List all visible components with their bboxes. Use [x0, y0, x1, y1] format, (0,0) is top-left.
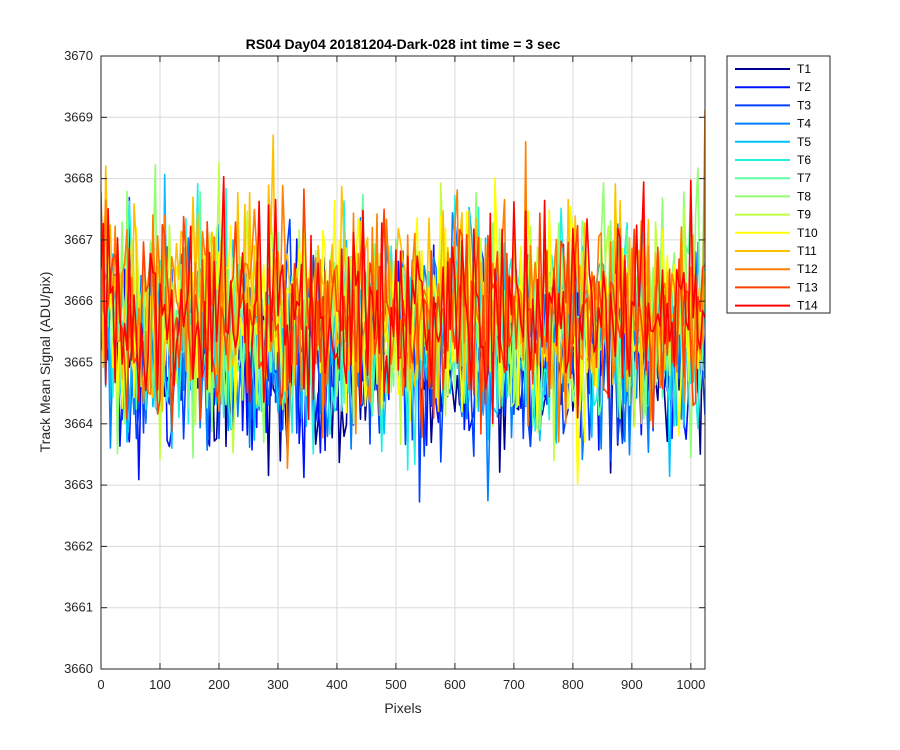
x-tick-label: 1000: [676, 677, 705, 692]
y-tick-label: 3666: [64, 293, 93, 308]
y-tick-label: 3667: [64, 232, 93, 247]
legend-label: T2: [797, 80, 811, 94]
chart-title: RS04 Day04 20181204-Dark-028 int time = …: [246, 36, 561, 52]
legend-item-t7: T7: [735, 171, 811, 185]
legend-item-t11: T11: [735, 244, 817, 258]
y-tick-label: 3663: [64, 477, 93, 492]
legend-label: T11: [797, 244, 817, 258]
legend-label: T13: [797, 280, 818, 294]
legend-label: T7: [797, 171, 811, 185]
legend-label: T4: [797, 117, 811, 131]
x-axis-label: Pixels: [384, 700, 421, 716]
x-tick-label: 100: [149, 677, 171, 692]
legend-label: T9: [797, 208, 811, 222]
x-tick-label: 200: [208, 677, 230, 692]
y-tick-label: 3669: [64, 109, 93, 124]
x-tick-label: 500: [385, 677, 407, 692]
axis-ticks: 0 100 200 300 400 500 600 700 800 900 1000 3660 3661…: [64, 48, 705, 692]
y-axis-label: Track Mean Signal (ADU/pix): [37, 272, 53, 453]
legend-item-t13: T13: [735, 280, 818, 294]
legend-item-t1: T1: [735, 62, 811, 76]
x-tick-label: 700: [503, 677, 525, 692]
legend-item-t6: T6: [735, 153, 811, 167]
legend-label: T14: [797, 299, 818, 313]
legend-item-t10: T10: [735, 226, 818, 240]
x-tick-label: 600: [444, 677, 466, 692]
y-tick-label: 3664: [64, 416, 93, 431]
y-tick-label: 3668: [64, 171, 93, 186]
legend-label: T3: [797, 98, 811, 112]
y-tick-label: 3662: [64, 538, 93, 553]
legend-item-t3: T3: [735, 98, 811, 112]
legend-item-t9: T9: [735, 208, 811, 222]
legend-item-t5: T5: [735, 135, 811, 149]
y-tick-label: 3665: [64, 355, 93, 370]
y-tick-label: 3670: [64, 48, 93, 63]
legend-label: T1: [797, 62, 811, 76]
legend-item-t14: T14: [735, 299, 818, 313]
legend: T1 T2 T3 T4 T5 T6 T7 T8 T9 T10 T11 T12 T13 T14: [726, 55, 831, 314]
plot-area: 0 100 200 300 400 500 600 700 800 900 1000 3660 3661…: [64, 48, 706, 692]
y-tick-label: 3660: [64, 661, 93, 676]
legend-label: T6: [797, 153, 811, 167]
legend-item-t4: T4: [735, 117, 811, 131]
legend-label: T8: [797, 189, 811, 203]
series-line-t14: [101, 175, 705, 425]
y-tick-label: 3661: [64, 600, 93, 615]
legend-item-t2: T2: [735, 80, 811, 94]
x-tick-label: 400: [326, 677, 348, 692]
series-layer: [101, 110, 705, 503]
x-tick-label: 0: [97, 677, 104, 692]
legend-label: T12: [797, 262, 818, 276]
x-tick-label: 900: [621, 677, 643, 692]
x-tick-label: 800: [562, 677, 584, 692]
legend-item-t12: T12: [735, 262, 818, 276]
x-tick-label: 300: [267, 677, 289, 692]
legend-label: T10: [797, 226, 818, 240]
legend-label: T5: [797, 135, 811, 149]
legend-item-t8: T8: [735, 189, 811, 203]
